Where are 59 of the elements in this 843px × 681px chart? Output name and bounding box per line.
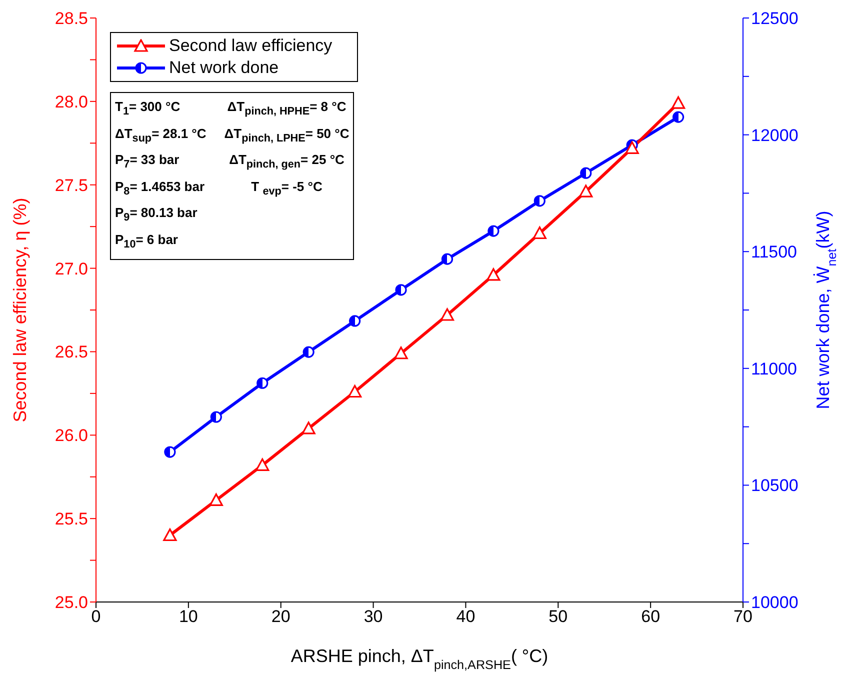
point	[164, 446, 176, 458]
legend-label: Net work done	[169, 58, 279, 78]
y-axis-title: Second law efficiency, η (%)	[10, 198, 30, 422]
annotation: P$_{7}$= 33 bar	[115, 151, 180, 173]
point	[302, 422, 316, 434]
x-tick-label: 40	[456, 607, 476, 626]
point	[302, 346, 314, 358]
point	[440, 308, 454, 321]
x-tick-label: 10	[178, 607, 198, 626]
y2-tick-label: 11000	[751, 359, 798, 378]
point	[441, 253, 454, 265]
y-tick-label: 26.0	[54, 426, 88, 446]
point	[488, 225, 500, 237]
y-tick-label: 25.5	[54, 510, 88, 529]
x-axis-title: ARSHE pinch, ΔT$_{pinch,ARSHE}$( °C)	[290, 646, 548, 672]
point	[532, 226, 546, 240]
point	[349, 315, 361, 327]
point	[625, 141, 639, 154]
point	[256, 458, 270, 471]
x-tick-label: 60	[641, 607, 660, 626]
point	[580, 167, 592, 179]
point	[534, 195, 546, 207]
annotation: T$_{1}$= 300 °C	[115, 98, 182, 120]
x-tick-label: 50	[548, 607, 568, 626]
point	[672, 96, 686, 109]
point	[486, 268, 500, 281]
x-tick-label: 30	[364, 607, 383, 626]
x-tick-label: 20	[271, 607, 290, 626]
x-tick-label: 0	[91, 607, 101, 626]
y2-tick-label: 10000	[751, 593, 798, 612]
annotation: ΔT$_{pinch, HPHE}$= 8 °C	[226, 98, 348, 120]
point	[210, 411, 222, 423]
point	[209, 493, 223, 506]
x-tick-label: 70	[734, 607, 752, 626]
annotation: ΔT$_{pinch, gen}$= 25 °C	[228, 151, 346, 173]
y2-tick-label: 12500	[751, 9, 798, 28]
y-tick-label: 27.5	[54, 176, 88, 195]
annotation: P$_{8}$= 1.4653 bar	[115, 178, 206, 200]
point	[394, 346, 408, 360]
annotation: T $_{evp}$= -5 °C	[250, 178, 324, 200]
legend-label: Second law efficiency	[169, 36, 332, 56]
y2-tick-label: 12000	[751, 126, 798, 145]
y-tick-label: 26.5	[54, 342, 88, 362]
y-tick-label: 28.0	[54, 92, 88, 112]
point	[348, 384, 362, 398]
point	[395, 284, 407, 296]
y-tick-label: 25.0	[54, 593, 88, 612]
point	[163, 528, 177, 542]
annotation: P$_{9}$= 80.13 bar	[115, 204, 198, 226]
y-tick-label: 27.0	[54, 259, 88, 278]
point	[256, 377, 268, 389]
y2-tick-label: 11500	[751, 242, 798, 262]
point	[579, 184, 593, 198]
annotation: ΔT$_{pinch, LPHE}$= 50 °C	[224, 124, 350, 146]
annotation: ΔT$_{sup}$= 28.1 °C	[115, 124, 206, 146]
annotation: P$_{10}$= 6 bar	[115, 230, 179, 253]
point	[672, 111, 684, 123]
y-tick-label: 28.5	[54, 9, 88, 28]
y2-tick-label: 10500	[751, 476, 798, 496]
